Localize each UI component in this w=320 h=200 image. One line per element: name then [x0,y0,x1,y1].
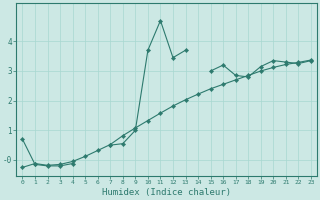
X-axis label: Humidex (Indice chaleur): Humidex (Indice chaleur) [102,188,231,197]
